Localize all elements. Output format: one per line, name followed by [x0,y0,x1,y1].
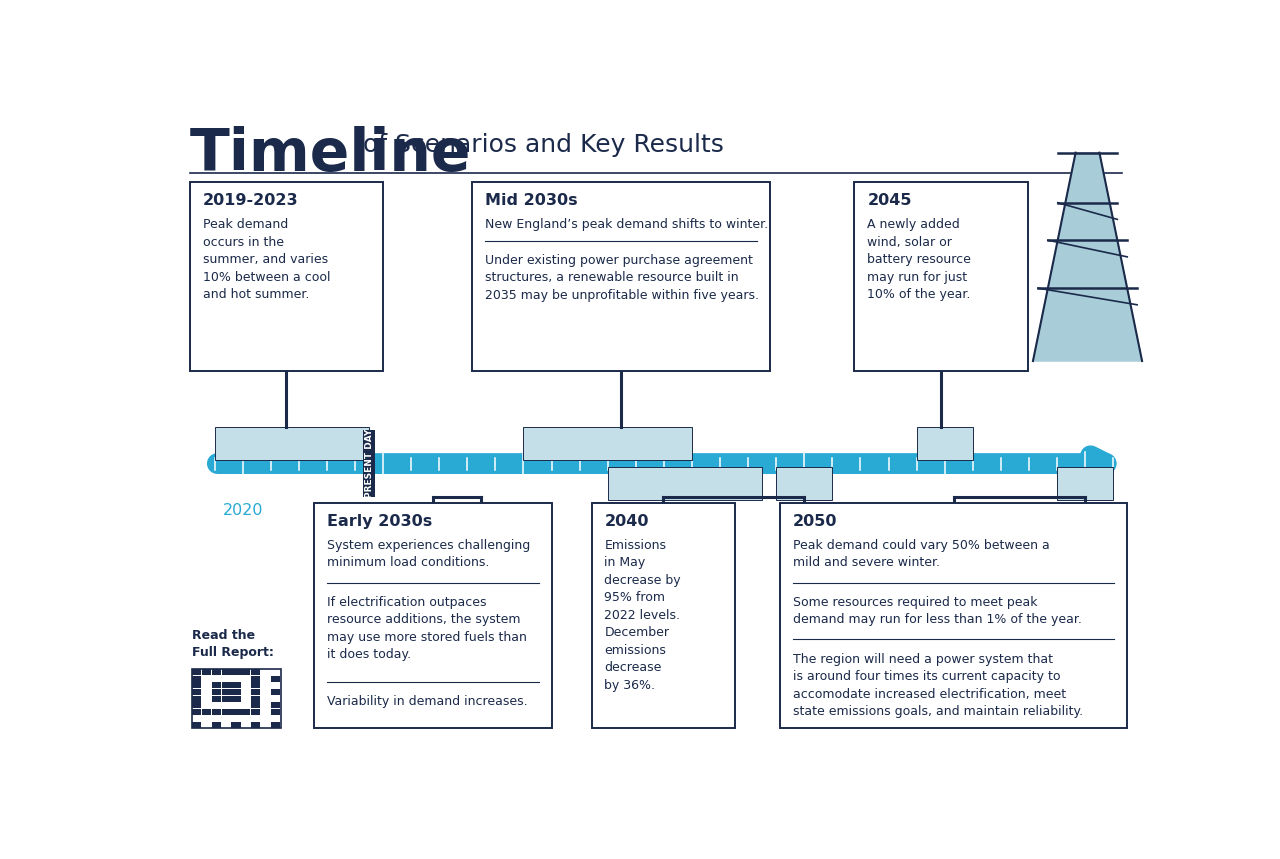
Bar [192,689,201,695]
Bar [271,702,280,709]
Bar [242,669,251,675]
Bar [192,669,201,675]
Bar [271,689,280,695]
Bar [221,696,230,702]
Bar [271,676,280,682]
Text: of Scenarios and Key Results: of Scenarios and Key Results [364,133,724,157]
Bar [855,182,1028,371]
Bar [232,696,241,702]
Text: Timeline: Timeline [189,126,471,183]
Bar [251,689,260,695]
Bar [364,430,375,497]
Bar [189,182,383,371]
Bar [192,682,201,688]
Text: 2050: 2050 [1065,503,1106,518]
Bar [251,696,260,702]
Bar [232,669,241,675]
Text: Under existing power purchase agreement
structures, a renewable resource built i: Under existing power purchase agreement … [485,254,759,302]
Text: Variability in demand increases.: Variability in demand increases. [326,695,527,708]
Text: Some resources required to meet peak
demand may run for less than 1% of the year: Some resources required to meet peak dem… [792,596,1082,626]
Bar [1057,467,1114,500]
Text: 2050: 2050 [792,514,837,529]
Bar [271,722,280,728]
Bar [202,709,211,715]
Text: Peak demand
occurs in the
summer, and varies
10% between a cool
and hot summer.: Peak demand occurs in the summer, and va… [202,218,330,302]
Bar [251,682,260,688]
Bar [608,467,762,500]
Bar [251,722,260,728]
Bar [472,182,771,371]
Text: PRESENT DAY: PRESENT DAY [365,429,374,498]
Bar [916,427,973,460]
Text: The region will need a power system that
is around four times its current capaci: The region will need a power system that… [792,653,1083,718]
Bar [221,682,230,688]
Bar [192,722,201,728]
Bar [192,702,201,709]
Text: 2020: 2020 [223,503,262,518]
Text: 2040: 2040 [604,514,649,529]
Text: 2040: 2040 [785,503,824,518]
Bar [211,682,220,688]
Text: Early 2030s: Early 2030s [326,514,431,529]
Text: 2045: 2045 [868,193,911,208]
Bar [202,669,211,675]
Bar [192,676,201,682]
Bar [232,709,241,715]
Bar [232,689,241,695]
Bar [776,467,832,500]
Bar [251,702,260,709]
Text: Emissions
in May
decrease by
95% from
2022 levels.
December
emissions
decrease
b: Emissions in May decrease by 95% from 20… [604,539,681,692]
Bar [524,427,692,460]
Bar [192,668,282,728]
Bar [232,682,241,688]
Bar [314,503,552,728]
Bar [211,722,220,728]
Bar [232,722,241,728]
Bar [211,709,220,715]
Bar [211,696,220,702]
Bar [591,503,735,728]
Bar [271,709,280,715]
Bar [780,503,1128,728]
Bar [251,676,260,682]
Bar [211,689,220,695]
Bar [211,669,220,675]
Text: Mid 2030s: Mid 2030s [485,193,579,208]
Bar [251,669,260,675]
Text: System experiences challenging
minimum load conditions.: System experiences challenging minimum l… [326,539,530,570]
Bar [251,709,260,715]
Text: Peak demand could vary 50% between a
mild and severe winter.: Peak demand could vary 50% between a mil… [792,539,1050,570]
Bar [221,689,230,695]
Bar [221,669,230,675]
Bar [215,427,369,460]
Text: If electrification outpaces
resource additions, the system
may use more stored f: If electrification outpaces resource add… [326,596,526,661]
Bar [192,709,201,715]
Text: A newly added
wind, solar or
battery resource
may run for just
10% of the year.: A newly added wind, solar or battery res… [868,218,972,302]
Text: 2019-2023: 2019-2023 [202,193,298,208]
Text: Read the
Full Report:: Read the Full Report: [192,629,274,659]
Polygon shape [1033,153,1142,361]
Bar [192,696,201,702]
Bar [242,709,251,715]
Bar [221,709,230,715]
Text: New England’s peak demand shifts to winter.: New England’s peak demand shifts to wint… [485,218,768,231]
Text: 2030: 2030 [503,503,544,518]
